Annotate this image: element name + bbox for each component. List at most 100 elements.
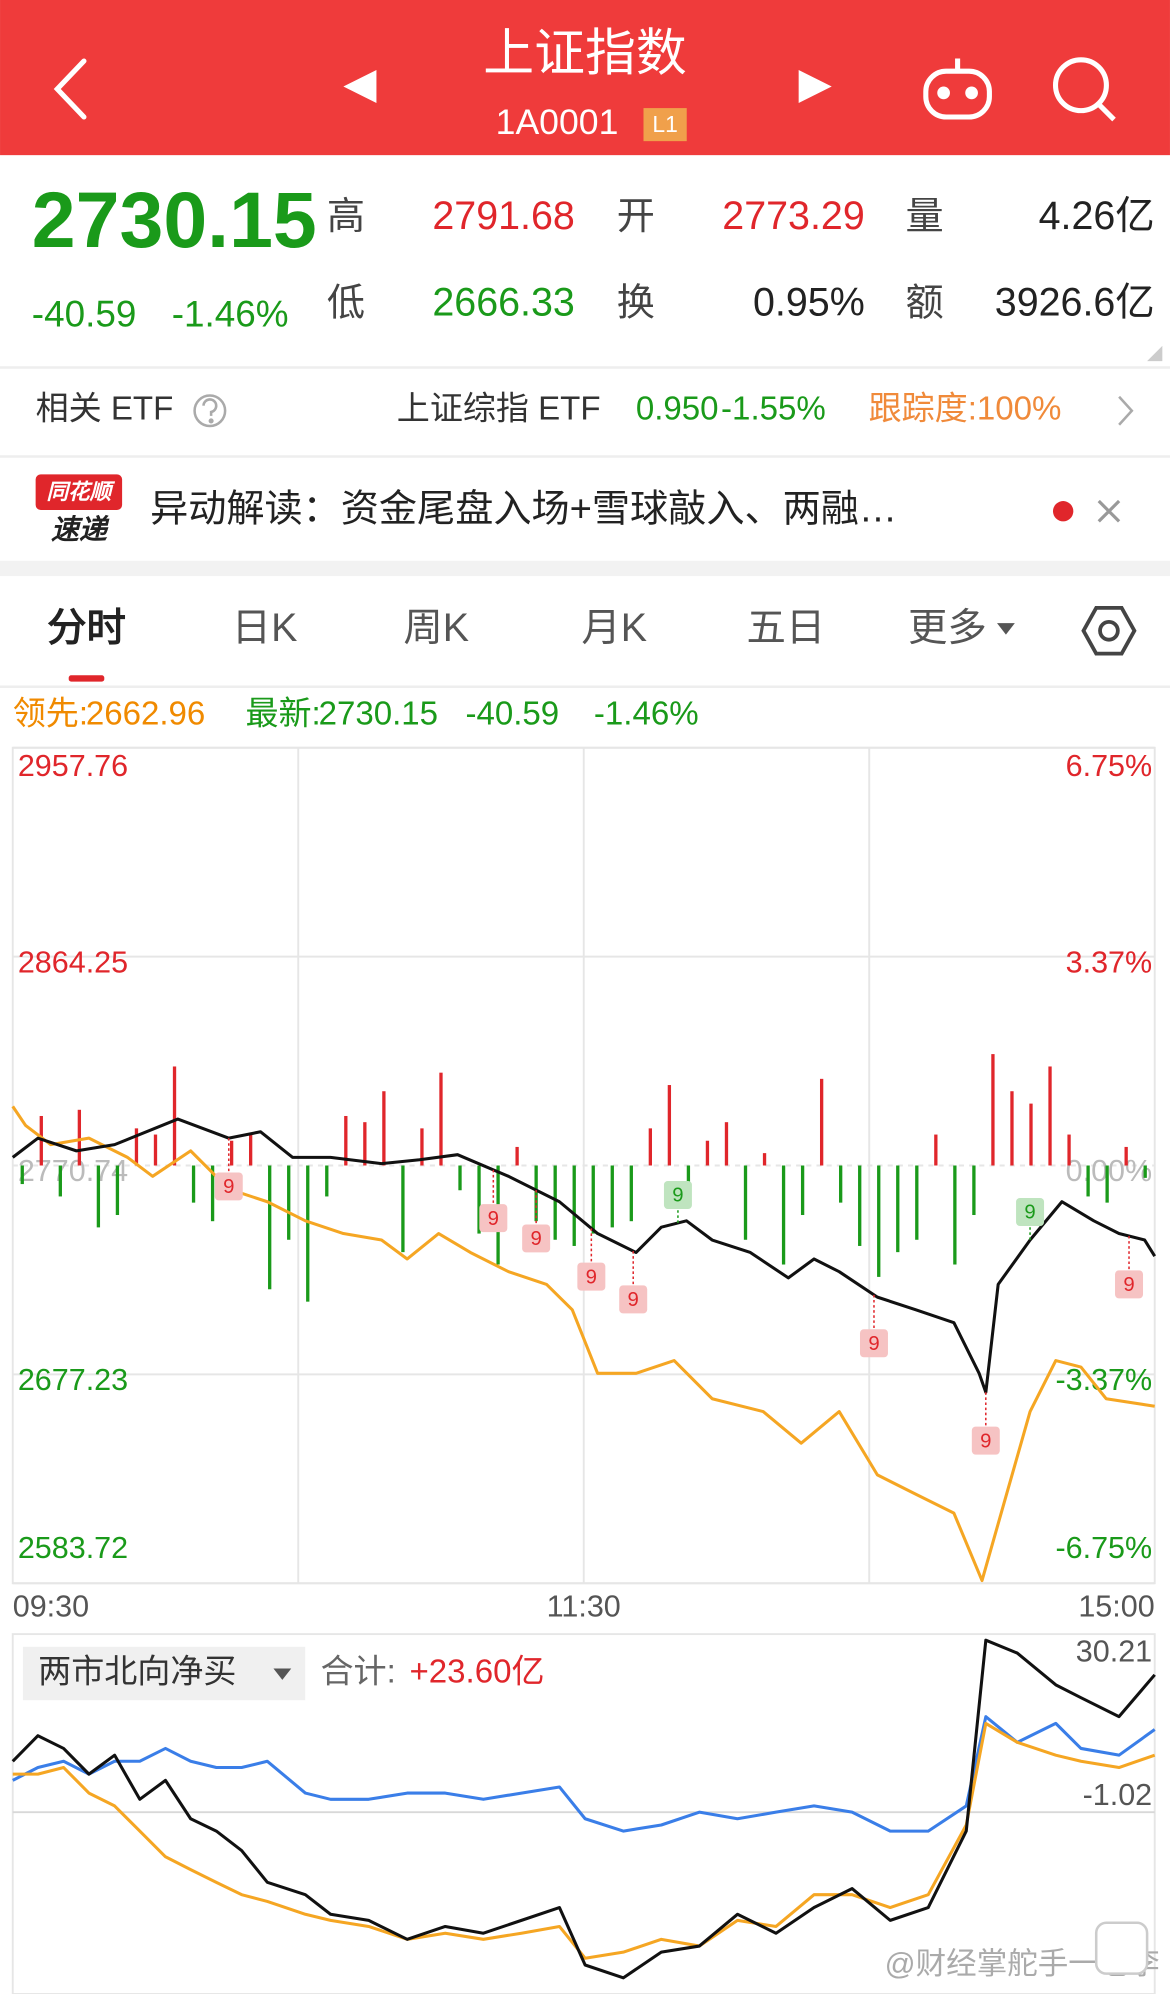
field-value: 2791.68 — [432, 194, 574, 238]
flow-bar — [382, 1091, 386, 1166]
settings-icon[interactable] — [1081, 605, 1137, 656]
flow-bar — [896, 1165, 900, 1253]
news-logo-top — [35, 474, 123, 510]
legend-extra: -1.46% — [594, 696, 699, 733]
signal-label: 9 — [980, 1430, 991, 1452]
flow-bar — [839, 1165, 843, 1203]
flow-bar — [553, 1165, 557, 1240]
field-value: 4.26亿 — [1039, 194, 1155, 238]
news-dot — [1052, 501, 1074, 522]
flow-bar — [629, 1165, 633, 1222]
flow-bar — [268, 1165, 272, 1290]
tab[interactable]: 五日 — [747, 606, 826, 650]
y-tick-label: 2957.76 — [18, 749, 128, 783]
flow-bar — [1029, 1103, 1033, 1166]
news-text[interactable]: 异动解读：资金尾盘入场+雪球敲入、两融… — [150, 487, 897, 530]
signal — [479, 1204, 508, 1233]
flow-bar — [667, 1085, 672, 1166]
flow-bar — [610, 1165, 614, 1228]
signal — [1115, 1270, 1144, 1299]
corner-mark — [1147, 345, 1163, 362]
header-bg — [0, 0, 1170, 156]
flow-bar — [153, 1134, 158, 1166]
more-caret — [997, 623, 1015, 635]
y-tick-label: 2864.25 — [18, 945, 128, 979]
flow-bar — [1086, 1165, 1090, 1197]
flow-bar — [534, 1165, 538, 1222]
price-line — [11, 1117, 1157, 1394]
signal-label: 9 — [530, 1228, 541, 1250]
y2-tick-label: 6.75% — [1066, 749, 1153, 783]
prev-button[interactable] — [343, 69, 377, 104]
signal-label: 9 — [223, 1176, 234, 1198]
signal-label: 9 — [868, 1333, 879, 1355]
etf-arrow[interactable] — [1118, 395, 1134, 426]
flow-bar — [248, 1134, 253, 1166]
y-tick-label: 30.21 — [1076, 1634, 1152, 1668]
search-icon[interactable] — [1052, 57, 1116, 122]
price: 2730.15 — [32, 176, 317, 264]
y-tick-label: -1.02 — [1083, 1778, 1153, 1812]
signal — [522, 1224, 551, 1253]
tab[interactable]: 更多 — [908, 606, 987, 650]
flow-line — [11, 1638, 1156, 1980]
flow-bar — [953, 1165, 957, 1265]
legend-extra: -40.59 — [465, 696, 559, 733]
title: 上证指数 — [483, 25, 686, 82]
flow-bar — [781, 1165, 786, 1265]
tab[interactable]: 周K — [403, 606, 469, 650]
flow-bar — [58, 1165, 62, 1197]
next-button[interactable] — [798, 69, 832, 104]
back-button[interactable] — [53, 58, 87, 120]
flow-bar — [477, 1165, 481, 1234]
fullscreen-button[interactable] — [1094, 1921, 1149, 1975]
flow-bar — [134, 1128, 139, 1166]
tab[interactable]: 日K — [232, 606, 298, 650]
flow-bar — [991, 1054, 995, 1166]
flow-bar — [972, 1165, 976, 1216]
news-sub: 速递 — [51, 514, 110, 545]
legend-value: 2730.15 — [319, 696, 438, 733]
tab-underline — [68, 675, 105, 682]
news-close[interactable] — [1097, 499, 1121, 523]
change-pct: -1.46% — [172, 293, 289, 334]
flow-bar — [115, 1165, 120, 1216]
flow-bar — [325, 1165, 329, 1197]
signal-label: 9 — [488, 1208, 499, 1230]
flow-bar — [705, 1140, 710, 1166]
flow-bar — [1143, 1165, 1147, 1178]
x-tick-label: 15:00 — [1078, 1590, 1154, 1624]
tab[interactable]: 月K — [581, 606, 647, 650]
news-brand: 同花顺 — [46, 479, 115, 504]
northbound-chart: 30.21 -1.02 — [11, 1633, 1156, 1994]
legend-value: 2662.96 — [86, 696, 205, 733]
flow-bar — [762, 1153, 767, 1166]
help-icon[interactable] — [193, 394, 227, 428]
x-tick-label: 09:30 — [13, 1590, 89, 1624]
flow-bar — [724, 1122, 729, 1166]
flow-bar — [306, 1165, 310, 1302]
flow-bar — [1105, 1165, 1109, 1203]
selector-bg[interactable] — [22, 1646, 306, 1701]
flow-bar — [1124, 1146, 1128, 1166]
legend-label: 最新: — [245, 696, 320, 733]
y-tick-label: 2677.23 — [18, 1363, 128, 1397]
signal — [214, 1172, 243, 1201]
x-tick-label: 11:30 — [547, 1590, 621, 1624]
flow-bar — [1010, 1091, 1014, 1166]
change: -40.59 — [32, 293, 137, 334]
selector[interactable]: 两市北向净买 — [38, 1653, 236, 1690]
flow-bar — [458, 1165, 462, 1191]
tab[interactable]: 分时 — [47, 606, 126, 650]
signal — [971, 1426, 1000, 1455]
robot-icon[interactable] — [923, 58, 992, 120]
signal — [577, 1262, 606, 1291]
flow-bar — [1067, 1134, 1071, 1166]
band — [0, 560, 1170, 577]
intraday-chart: 2957.76 2864.25 2770.74 2677.23 2583.72 6.75%… — [11, 746, 1157, 1624]
flow-bar — [934, 1134, 938, 1166]
badge: L1 — [652, 111, 677, 137]
field-value: 3926.6亿 — [995, 281, 1155, 325]
field-label: 开 — [617, 195, 655, 238]
